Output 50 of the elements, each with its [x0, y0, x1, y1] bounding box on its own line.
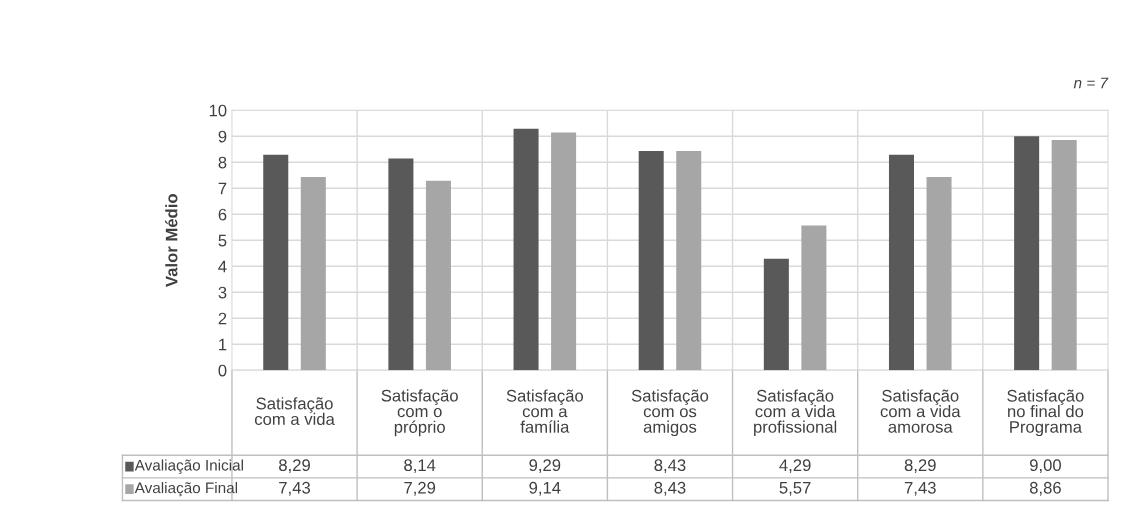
data-label: 8,43: [654, 481, 686, 496]
bar: [888, 154, 915, 371]
x-tick-label: Satisfação com a vida amorosa: [880, 389, 961, 433]
bar: [425, 180, 451, 371]
data-label: 8,29: [904, 459, 936, 474]
y-tick-label: 0: [218, 364, 227, 377]
data-label: 8,29: [279, 459, 310, 474]
bar: [1051, 139, 1077, 371]
data-label: 8,43: [654, 459, 686, 474]
data-label: 7,43: [904, 481, 936, 496]
text: n = 7: [1073, 77, 1109, 89]
bar: [638, 151, 664, 371]
bar: [300, 177, 326, 371]
data-label: 7,43: [279, 481, 311, 496]
bar: [388, 158, 414, 371]
data-label: 8,86: [1029, 481, 1061, 496]
bar: [551, 132, 577, 371]
y-tick-label: 8: [218, 156, 227, 169]
legend-label: Avaliação Inicial: [134, 459, 243, 474]
data-label: 7,29: [404, 481, 436, 496]
bar: [763, 258, 789, 371]
y-tick-label: 9: [218, 130, 227, 143]
y-tick-label: 5: [218, 234, 227, 247]
bar: [1014, 136, 1040, 371]
bar: [801, 225, 827, 371]
y-axis-title: Valor Médio: [165, 194, 178, 287]
data-label: 9,14: [529, 481, 561, 496]
legend-label: Avaliação Final: [134, 482, 238, 497]
x-tick-label: Satisfação com os amigos: [631, 389, 709, 437]
data-label: 9,29: [529, 459, 561, 474]
x-tick-label: Satisfação no final do Programa: [1007, 389, 1084, 437]
y-tick-label: 3: [218, 286, 227, 299]
bar: [263, 154, 289, 371]
x-tick-label: Satisfação com a vida: [254, 397, 335, 426]
x-tick-label: Satisfação com a vida profissional: [754, 389, 837, 437]
x-tick-label: Satisfação com a família: [506, 389, 584, 433]
data-label: 4,29: [779, 459, 811, 474]
y-tick-label: 6: [218, 208, 227, 221]
x-tick-label: Satisfação com o próprio: [381, 389, 458, 437]
y-tick-label: 4: [218, 260, 227, 273]
bar: [513, 128, 539, 371]
y-tick-label: 2: [218, 312, 227, 325]
data-label: 9,00: [1029, 459, 1061, 474]
y-tick-label: 1: [219, 338, 227, 351]
y-tick-label: 10: [209, 104, 227, 117]
data-label: 5,57: [779, 482, 811, 496]
data-label: 8,14: [404, 459, 436, 474]
bar: [676, 151, 702, 371]
y-tick-label: 7: [218, 182, 227, 195]
bar: [926, 177, 952, 371]
